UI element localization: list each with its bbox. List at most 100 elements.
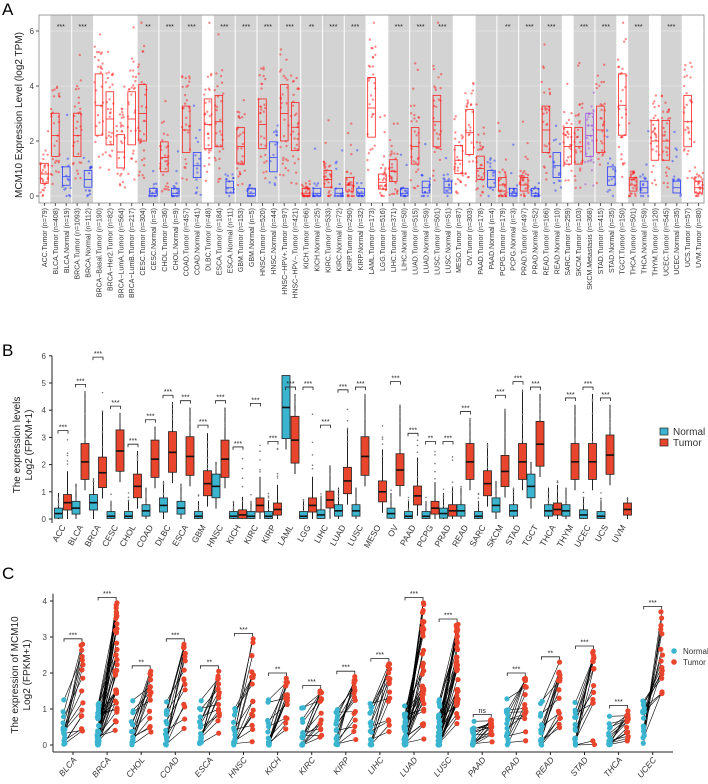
data-point [133,178,136,181]
tumor-point [419,625,426,631]
data-point [96,65,100,68]
data-point [53,88,56,91]
tumor-outlier [329,474,331,477]
data-point [686,152,689,156]
tumor-outlier [591,412,594,415]
data-point [194,154,197,157]
data-point [282,158,285,162]
data-point [164,99,167,103]
x-tick-label: HNSC.Tumor (n=520) [260,208,267,276]
x-tick-label: THCA.Normal (n=59) [642,208,649,274]
significance-label: *** [264,24,272,31]
significance-bracket [541,656,560,660]
data-point [41,193,45,197]
data-point [390,177,393,180]
data-point [664,146,668,149]
box [280,84,289,142]
data-point [236,183,240,187]
significance-bracket [197,424,209,429]
y-tick-label: 0 [43,741,48,750]
normal-point [60,714,67,720]
data-point [132,84,135,87]
data-point [416,184,420,188]
data-point [654,183,658,186]
data-point [428,177,432,180]
data-point [574,186,577,190]
tumor-outlier [224,421,226,424]
data-point [447,183,451,186]
data-point [412,186,416,189]
data-point [545,111,548,114]
data-point [448,187,451,191]
data-point [120,123,123,127]
tumor-outlier [241,485,244,488]
x-tick-label: PCPG [415,523,436,549]
data-point [117,156,121,160]
tumor-point [625,733,631,739]
box [487,170,496,188]
pair-line [268,722,287,746]
tumor-outlier [451,459,454,461]
data-point [369,94,373,97]
data-point [347,188,351,192]
tumor-point [556,695,562,701]
data-point [112,102,115,105]
data-point [43,183,46,186]
legend-swatch-normal [659,427,669,436]
data-point [209,149,212,152]
data-point [324,171,328,174]
pair-line [575,652,594,743]
data-point [519,193,523,197]
group-shade [50,15,72,203]
tumor-point [79,688,85,694]
data-point [504,171,507,175]
significance-bracket [162,394,174,399]
data-point [214,159,217,162]
significance-bracket [472,714,492,718]
pair-line [234,674,253,742]
tumor-point [386,680,392,687]
data-point [241,116,244,119]
tumor-point [658,622,664,629]
pair-line [643,625,662,732]
box [62,166,71,186]
normal-outlier [530,468,532,471]
data-point [545,123,548,126]
normal-outlier [530,471,532,473]
data-point [115,129,119,133]
tumor-outlier [259,450,261,452]
significance-label: *** [584,381,592,388]
x-tick-label: UCS.Tumor (n=57) [685,208,692,267]
pair-line [336,713,356,745]
y-tick-label: 3 [43,633,48,642]
pair-line [541,724,560,746]
normal-outlier [197,495,200,497]
data-point [259,120,262,123]
x-tick-label: KICH [224,523,243,546]
data-point [184,76,187,80]
normal-outlier [600,500,602,502]
tumor-point [215,676,221,682]
normal-outlier [127,496,130,499]
normal-point [163,699,170,705]
significance-label: *** [410,591,418,598]
significance-bracket [200,665,219,669]
data-point [579,150,582,153]
data-point [208,115,211,118]
normal-point [60,720,66,726]
box [51,112,60,157]
data-point [76,169,79,172]
data-point [238,170,241,174]
normal-outlier [460,497,462,500]
data-point [667,108,670,112]
data-point [388,193,391,197]
data-point [101,62,104,65]
tumor-point [386,729,392,735]
tumor-point [182,658,188,664]
pair-line [302,729,321,746]
data-point [639,194,643,198]
tumor-point [113,652,119,658]
normal-point [368,738,374,744]
data-point [558,142,562,146]
tumor-outlier [521,390,524,392]
